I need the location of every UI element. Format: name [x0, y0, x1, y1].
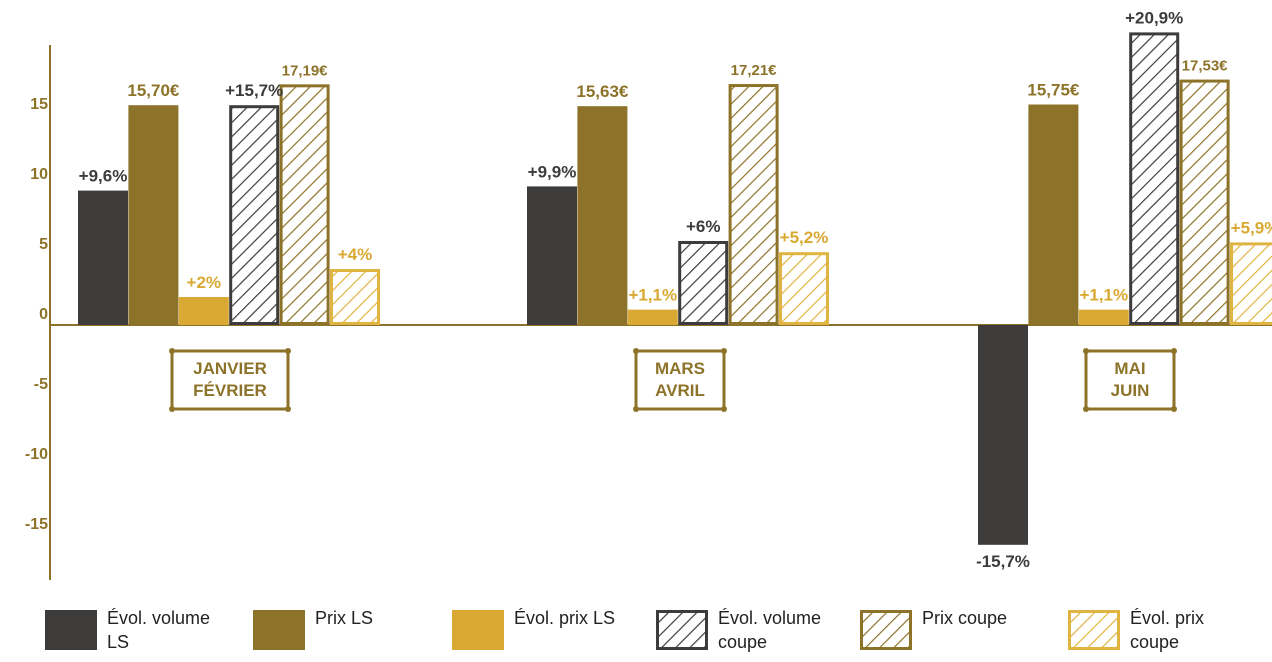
y-tick-label: -5 [34, 376, 48, 393]
legend-swatch [253, 610, 305, 650]
data-label: +20,9% [1125, 8, 1183, 27]
chart: 15 10 5 0 -5 -10 -15 +9,6% +9,9% -15,7% 15,70€ 15,… [25, 8, 1272, 580]
legend-swatch [45, 610, 97, 650]
data-label: 17,21€ [731, 62, 778, 79]
legend-label: Évol. prix LS [514, 606, 615, 630]
legend-label-line2: coupe [1130, 632, 1180, 652]
legend-swatch [860, 610, 912, 650]
data-label: +6% [686, 217, 721, 236]
bar [728, 84, 779, 325]
bar [78, 190, 128, 325]
legend-label: Évol. volume coupe [718, 606, 821, 654]
data-label: 15,75€ [1027, 81, 1080, 100]
category-frame-corner [169, 406, 175, 412]
category-frame-corner [1171, 406, 1177, 412]
category-label-line1: MAI [1114, 359, 1145, 378]
category-box: MARS AVRIL [633, 348, 727, 412]
bar [1179, 79, 1230, 325]
data-label: +1,1% [628, 286, 677, 305]
category-frame [1084, 349, 1176, 411]
bar [1230, 242, 1272, 325]
bar [178, 297, 229, 325]
category-frame-corner [633, 406, 639, 412]
data-label: +9,9% [528, 162, 577, 181]
category-frame [634, 349, 726, 411]
data-label: +4% [338, 245, 373, 264]
legend-label: Prix coupe [922, 606, 1007, 630]
category-label-line2: AVRIL [655, 381, 705, 400]
bar [779, 252, 829, 325]
category-frame-corner [285, 406, 291, 412]
category-box: MAI JUIN [1083, 348, 1177, 412]
legend-item: Évol. volume coupe [656, 600, 856, 662]
bar [678, 241, 729, 325]
data-label: 17,53€ [1182, 58, 1229, 75]
y-tick-label: 5 [39, 236, 48, 253]
category-frame-corner [169, 348, 175, 354]
data-label: +9,6% [79, 167, 128, 186]
data-label: -15,7% [976, 552, 1030, 571]
category-frame-corner [721, 348, 727, 354]
legend-label-line1: Prix coupe [922, 608, 1008, 628]
bar [527, 186, 577, 325]
y-tick-label: 10 [30, 166, 48, 183]
bar [577, 106, 628, 326]
legend-label-line1: Prix LS [315, 608, 374, 628]
data-label: 15,63€ [576, 82, 629, 101]
y-tick-label: -15 [25, 516, 48, 533]
category-frame-corner [285, 348, 291, 354]
legend-swatch [1068, 610, 1120, 650]
legend-item: Prix coupe [860, 600, 1060, 662]
bar [279, 84, 330, 325]
category-frame-corner [1171, 348, 1177, 354]
bar [1129, 32, 1180, 326]
category-label-line1: JANVIER [193, 359, 267, 378]
legend-item: Évol. prix LS [452, 600, 652, 662]
category-frame-corner [1083, 406, 1089, 412]
bar [128, 105, 179, 325]
bar [1028, 104, 1079, 325]
category-label-line1: MARS [655, 359, 705, 378]
y-tick-label: -10 [25, 446, 48, 463]
y-tick-label: 0 [39, 306, 48, 323]
data-label: 17,19€ [282, 62, 329, 79]
category-box: JANVIER FÉVRIER [169, 348, 291, 412]
data-label: +15,7% [225, 81, 283, 100]
legend-label: Évol. volume LS [107, 606, 210, 654]
category-label-line2: FÉVRIER [193, 381, 267, 400]
category-frame-corner [633, 348, 639, 354]
legend-label-line2: coupe [718, 632, 768, 652]
legend-item: Prix LS [253, 600, 453, 662]
category-label-line2: JUIN [1111, 381, 1150, 400]
bar [330, 269, 380, 325]
bar [978, 325, 1028, 545]
y-tick-label: 15 [30, 96, 48, 113]
legend-label-line1: Évol. volume [107, 608, 211, 628]
bar [627, 309, 678, 325]
legend-swatch [656, 610, 708, 650]
category-frame [170, 349, 290, 411]
legend: Évol. volume LS Prix LS Évol. prix LS Évol. … [0, 600, 1272, 662]
data-label: 15,70€ [127, 81, 180, 100]
legend-item: Évol. prix coupe [1068, 600, 1268, 662]
legend-swatch [452, 610, 504, 650]
legend-label: Prix LS [315, 606, 373, 630]
data-label: +5,2% [780, 228, 829, 247]
legend-label-line2: LS [107, 632, 130, 652]
legend-label-line1: Évol. volume [718, 608, 822, 628]
data-label: +2% [187, 273, 222, 292]
legend-item: Évol. volume LS [45, 600, 245, 662]
legend-label-line1: Évol. prix [1130, 608, 1205, 628]
legend-label-line1: Évol. prix LS [514, 608, 616, 628]
bar [1078, 309, 1129, 325]
data-label: +1,1% [1079, 286, 1128, 305]
data-label: +5,9% [1231, 218, 1272, 237]
category-frame-corner [721, 406, 727, 412]
bar [229, 105, 280, 325]
legend-label: Évol. prix coupe [1130, 606, 1204, 654]
category-frame-corner [1083, 348, 1089, 354]
